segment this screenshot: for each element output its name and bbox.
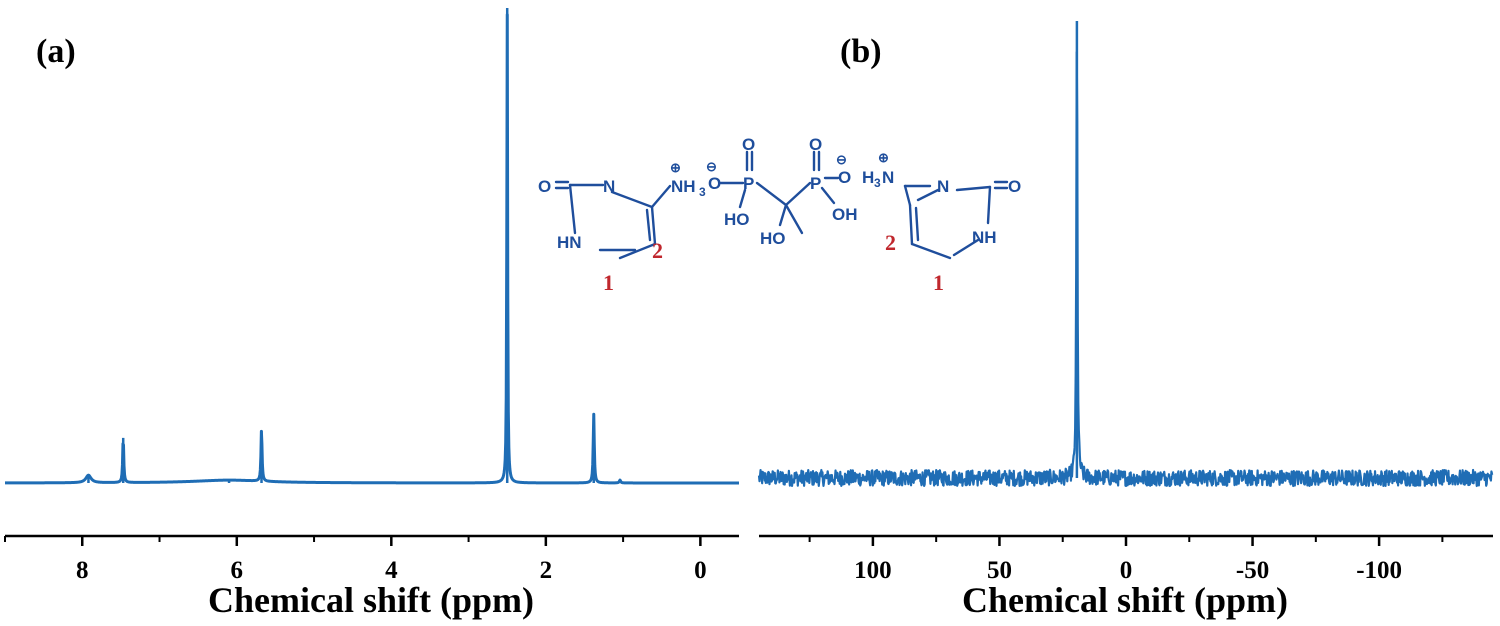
- tick-label-b-0: 100: [854, 557, 892, 584]
- tick-label-b-3: -50: [1236, 557, 1269, 584]
- left-position-2: 2: [652, 238, 663, 263]
- left-position-1: 1: [603, 270, 614, 295]
- left-carbonyl-o: O: [538, 177, 551, 196]
- left-ring-n: N: [603, 177, 615, 196]
- spectrum-a: [4, 8, 740, 485]
- panel-label-b: (b): [840, 33, 882, 70]
- spectrum-b: [757, 21, 1494, 488]
- oh-center: HO: [760, 229, 786, 248]
- right-position-2: 2: [885, 230, 896, 255]
- right-ammonium-n: N: [882, 168, 894, 187]
- left-plus-charge: ⊕: [670, 160, 681, 175]
- x-axis-a: 8 6 4 2 0: [4, 534, 739, 584]
- o-minus-right: O: [838, 168, 851, 187]
- x-axis-title-a: Chemical shift (ppm): [208, 580, 534, 620]
- tick-label-b-1: 50: [987, 557, 1012, 584]
- oh-left: HO: [724, 210, 750, 229]
- tick-label-a-4: 0: [694, 557, 707, 584]
- right-ammonium-h: H: [862, 168, 874, 187]
- spectrum-line-a: [4, 13, 740, 485]
- p-right: P: [810, 174, 821, 193]
- o-minus-left: O: [708, 174, 721, 193]
- oh-right: OH: [832, 205, 858, 224]
- right-carbonyl-o: O: [1008, 177, 1021, 196]
- tick-label-a-0: 8: [76, 557, 89, 584]
- right-cytosine-ring: H 3 N ⊕ N O NH 1 2: [862, 150, 1021, 295]
- tick-label-b-2: 0: [1120, 557, 1133, 584]
- left-ammonium-sub: 3: [699, 185, 706, 199]
- p-left: P: [743, 174, 754, 193]
- p-left-oxo: O: [742, 135, 755, 154]
- minus-charge-right: ⊖: [836, 152, 847, 167]
- tick-label-a-3: 2: [540, 557, 553, 584]
- left-ammonium: NH: [671, 177, 696, 196]
- tick-label-a-2: 4: [385, 557, 398, 584]
- x-axis-title-b: Chemical shift (ppm): [962, 580, 1288, 620]
- right-ring-nh: NH: [972, 228, 997, 247]
- minus-charge-left: ⊖: [706, 159, 717, 174]
- panel-label-a: (a): [36, 33, 76, 70]
- left-cytosine-ring: O N HN NH 3 ⊕ 1 2: [538, 160, 706, 295]
- spectrum-line-b: [757, 51, 1494, 488]
- right-ammonium-sub: 3: [874, 176, 881, 190]
- right-ring-n: N: [937, 177, 949, 196]
- tick-label-a-1: 6: [231, 557, 244, 584]
- left-ring-nh: HN: [557, 233, 582, 252]
- tick-label-b-4: -100: [1356, 557, 1402, 584]
- x-axis-b: 100 50 0 -50 -100: [759, 534, 1493, 584]
- central-phosphonate: O O P P O O ⊖ ⊖ HO OH HO: [706, 135, 858, 248]
- p-right-oxo: O: [809, 135, 822, 154]
- right-position-1: 1: [933, 270, 944, 295]
- right-plus-charge: ⊕: [878, 150, 889, 165]
- molecule-structure: O N HN NH 3 ⊕ 1 2 O O P P O: [538, 135, 1021, 295]
